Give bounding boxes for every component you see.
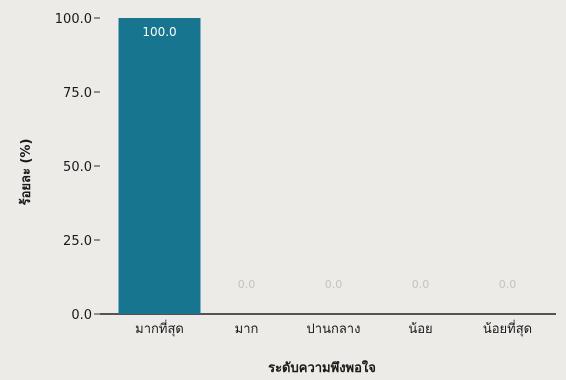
data-label: 100.0 (142, 25, 176, 39)
y-tick-label: 50.0 (63, 160, 92, 175)
y-axis-title: ร้อยละ (%) (18, 139, 34, 206)
x-axis-title: ระดับความพึงพอใจ (268, 359, 376, 376)
category-labels: มากที่สุด มาก ปานกลาง น้อย น้อยที่สุด (135, 320, 532, 337)
data-label: 0.0 (499, 278, 517, 291)
data-label: 0.0 (412, 278, 430, 291)
y-tick-label: 75.0 (63, 86, 92, 101)
data-label: 0.0 (238, 278, 256, 291)
category-label: ปานกลาง (307, 322, 361, 337)
category-label: มาก (235, 322, 259, 337)
y-axis-ticks: 0.0 25.0 50.0 75.0 100.0 (55, 12, 100, 323)
y-tick-label: 100.0 (55, 12, 92, 27)
category-label: น้อยที่สุด (483, 320, 532, 337)
y-tick-label: 25.0 (63, 234, 92, 249)
bars (118, 18, 201, 314)
data-label: 0.0 (325, 278, 343, 291)
data-labels: 100.0 0.0 0.0 0.0 0.0 (142, 25, 516, 291)
category-label: มากที่สุด (135, 320, 184, 337)
category-label: น้อย (408, 322, 432, 337)
y-tick-label: 0.0 (71, 308, 92, 323)
bar-0 (118, 18, 201, 314)
